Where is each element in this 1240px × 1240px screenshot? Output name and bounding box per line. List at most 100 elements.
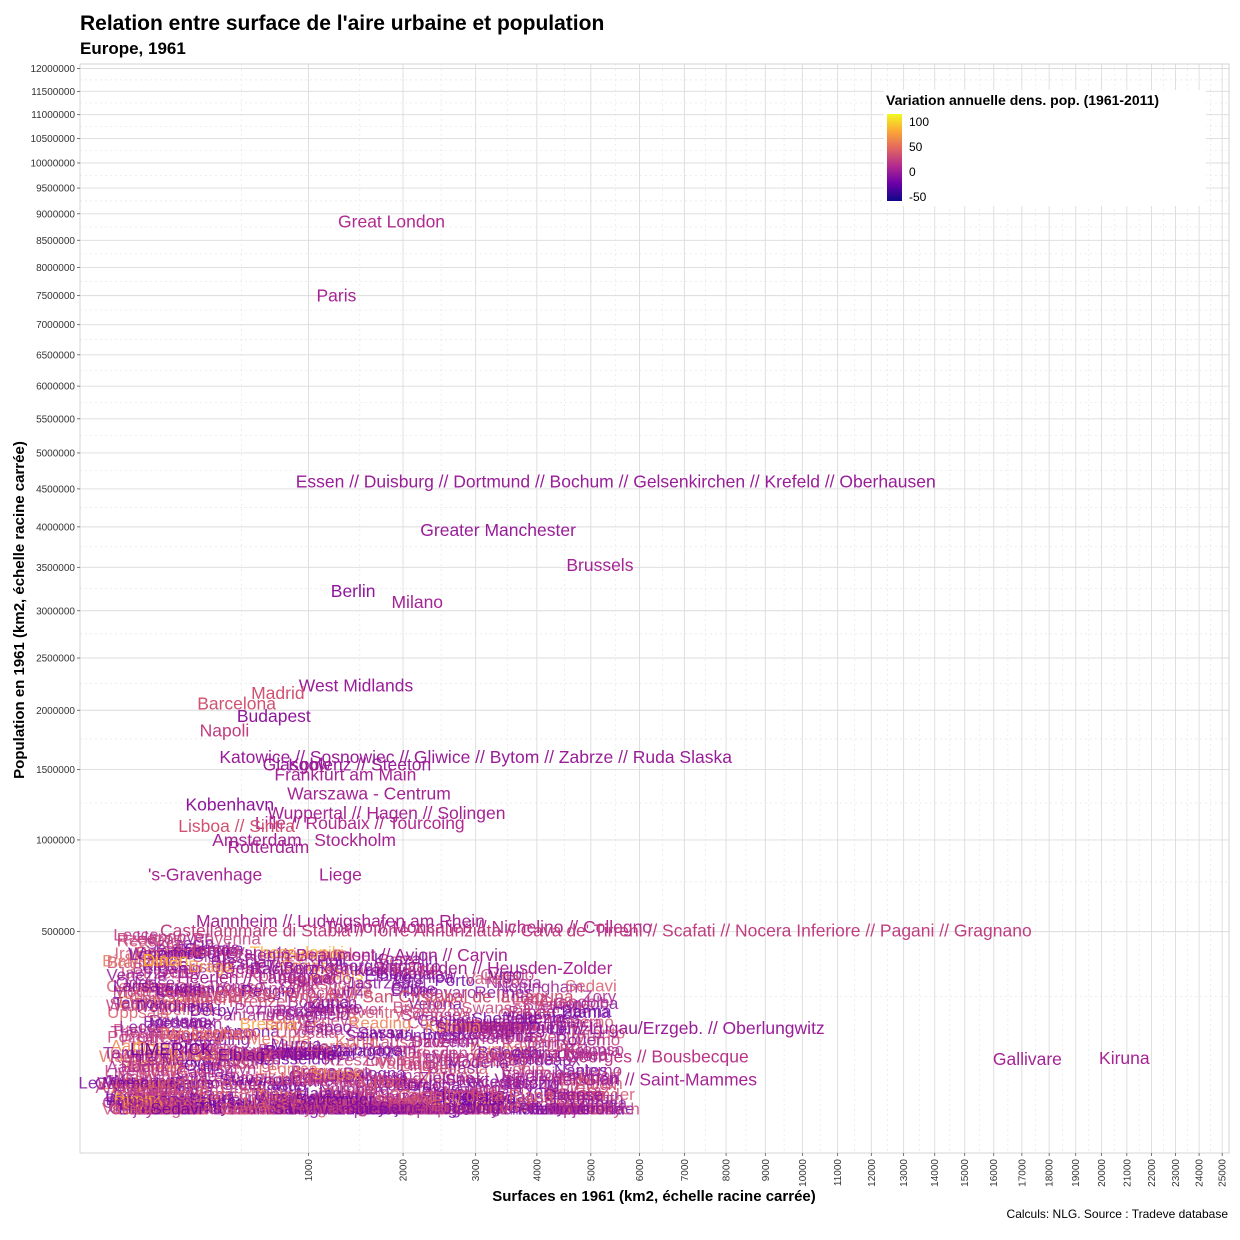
city-label: Nice xyxy=(150,1024,184,1043)
city-label: Bremen xyxy=(258,1041,318,1060)
city-label: LIMERICK xyxy=(130,1039,213,1059)
city-label: Rimini xyxy=(173,1033,220,1052)
city-label: Eindhoven xyxy=(368,1099,448,1118)
city-label: Pisa xyxy=(120,1031,154,1050)
city-label: Kielce xyxy=(396,1100,442,1119)
city-label: Sassari xyxy=(501,1073,558,1092)
city-label: Brescia xyxy=(240,1015,297,1034)
city-label: Praha xyxy=(304,1100,350,1119)
city-label: Sheffield xyxy=(128,1090,194,1109)
city-label: Geneve xyxy=(298,1011,358,1030)
city-label: Malmo xyxy=(174,980,225,999)
city-label: Valencia xyxy=(424,1059,488,1078)
city-label: Zurich xyxy=(575,1074,622,1093)
city-label: Liege xyxy=(319,865,362,885)
city-label: Kalisz xyxy=(357,1072,402,1091)
city-label: Pila xyxy=(194,1098,223,1117)
city-label: Oxford xyxy=(191,1094,242,1113)
city-label: Modena xyxy=(447,1053,509,1072)
city-label: Kalisz xyxy=(211,1053,256,1072)
city-label: Aarhus xyxy=(535,998,589,1017)
city-label: Eindhoven xyxy=(145,1041,225,1060)
city-label: Zaragoza xyxy=(332,1041,404,1060)
city-label: Aarhus xyxy=(110,1036,164,1055)
city-label: Aalborg xyxy=(431,1096,490,1115)
city-label: Waterford xyxy=(437,1029,511,1048)
city-label: Toulouse xyxy=(469,1092,537,1111)
city-label: Lodz xyxy=(468,1098,505,1117)
city-label: Santa Cruz de Tenerife // San Cristobal … xyxy=(164,986,574,1006)
city-label: Alicante xyxy=(545,1087,605,1106)
legend-title: Variation annuelle dens. pop. (1961-2011… xyxy=(886,92,1160,108)
city-label: Le Mée-sur-Seine xyxy=(287,1098,422,1117)
city-label: Bilbao xyxy=(237,1044,284,1063)
city-label: Konin xyxy=(335,1032,378,1051)
y-tick-label: 11000000 xyxy=(31,110,75,121)
city-label: Cambridge xyxy=(95,1074,178,1093)
x-tick-label: 14000 xyxy=(930,1159,941,1187)
city-label: Murcia xyxy=(418,1067,470,1086)
city-label: Bordeaux xyxy=(191,1092,264,1111)
city-label: Dundee xyxy=(472,1074,532,1093)
x-tick-label: 7000 xyxy=(680,1159,691,1182)
city-label: Patra xyxy=(228,1098,269,1117)
city-label: Vigo xyxy=(488,965,522,984)
city-label: Kalisz xyxy=(453,1015,498,1034)
city-label: Como xyxy=(270,1009,315,1028)
y-tick-label: 3500000 xyxy=(36,563,75,574)
x-tick-label: 19000 xyxy=(1071,1159,1082,1187)
city-label: Sheffield xyxy=(472,1009,538,1028)
city-label: Bergamo xyxy=(266,1041,335,1060)
city-label: Kobenhavn xyxy=(186,794,275,814)
city-label: Leszno xyxy=(337,1095,392,1114)
city-label: Belfast xyxy=(427,1099,479,1118)
city-label: Pamplona xyxy=(528,1100,605,1119)
city-label: Bialystok xyxy=(192,1098,261,1117)
city-label: Messina xyxy=(149,1014,213,1033)
city-label: Valladolid xyxy=(102,1100,174,1119)
x-tick-label: 16000 xyxy=(989,1159,1000,1187)
city-label: Coimbra xyxy=(110,1099,175,1118)
city-label: Lyon xyxy=(570,1085,606,1104)
city-label: Krakow xyxy=(170,1045,227,1064)
city-label: Grenoble xyxy=(540,993,610,1012)
city-label: Leszno xyxy=(129,945,184,964)
dense-city-labels: LyonDusseldorfPalermoPortoMarseilleDresd… xyxy=(78,926,640,1119)
city-label: Cork xyxy=(407,1014,443,1033)
city-label: Leicester xyxy=(517,1095,586,1114)
city-label: Poznan xyxy=(234,999,292,1018)
city-label: Padova xyxy=(451,1024,509,1043)
city-label: Wroclaw xyxy=(109,1072,175,1091)
city-label: Sheffield xyxy=(284,1005,350,1024)
city-label: Oviedo xyxy=(480,965,534,984)
city-label: Larisa xyxy=(280,1069,327,1088)
city-label: Waterford xyxy=(99,1047,173,1066)
city-label: Saint-Mammes xyxy=(345,1026,459,1045)
city-label: Tromso xyxy=(567,1040,624,1059)
city-label: Wien xyxy=(520,1100,559,1119)
city-label: Aalborg xyxy=(315,956,374,975)
city-label: York xyxy=(223,981,257,1000)
legend-tick: 100 xyxy=(909,115,930,129)
city-label: Cagliari xyxy=(417,1011,475,1030)
city-label: Tarnowskie xyxy=(157,1024,242,1043)
city-label: Liverpool xyxy=(283,945,352,964)
y-tick-label: 7500000 xyxy=(36,291,75,302)
city-label: Reading xyxy=(187,1030,250,1049)
city-label: Wuppertal // Hagen // Solingen xyxy=(267,803,505,823)
city-label: Koszalin xyxy=(457,1025,521,1044)
city-label: Genova xyxy=(527,1100,587,1119)
y-tick-label: 2000000 xyxy=(36,706,75,717)
city-label: Hull xyxy=(171,942,200,961)
city-label: Lisboa // Sintra xyxy=(178,816,295,836)
city-label: Brighton xyxy=(288,1100,351,1119)
city-label: Nurnberg xyxy=(319,1080,390,1099)
city-label: Lodz xyxy=(511,990,548,1009)
city-label: Linz xyxy=(400,1056,431,1075)
city-label: Stockholm xyxy=(314,830,396,850)
city-label: Ravenna xyxy=(193,930,262,949)
city-label: Livorno xyxy=(365,1051,421,1070)
city-label: Gorzow xyxy=(133,1081,192,1100)
city-label: Utrecht xyxy=(157,982,212,1001)
city-label: Galway xyxy=(508,1098,565,1117)
